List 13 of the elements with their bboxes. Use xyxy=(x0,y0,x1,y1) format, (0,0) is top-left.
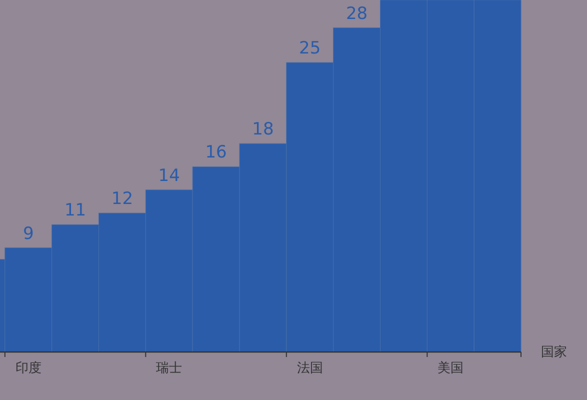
data-label: 9 xyxy=(22,224,34,244)
x-tick-label: 印度 xyxy=(15,360,42,376)
x-axis-title: 国家 xyxy=(541,344,567,360)
data-label: 28 xyxy=(346,4,368,24)
data-label: 25 xyxy=(299,38,321,59)
x-tick-label: 瑞士 xyxy=(156,361,182,376)
data-label: 11 xyxy=(64,200,86,221)
data-label: 16 xyxy=(205,142,227,163)
data-label: 18 xyxy=(252,120,274,140)
data-label: 14 xyxy=(158,166,180,186)
x-tick-label: 法国 xyxy=(296,361,323,376)
data-label: 12 xyxy=(111,189,134,210)
x-tick-label: 美国 xyxy=(438,360,464,376)
